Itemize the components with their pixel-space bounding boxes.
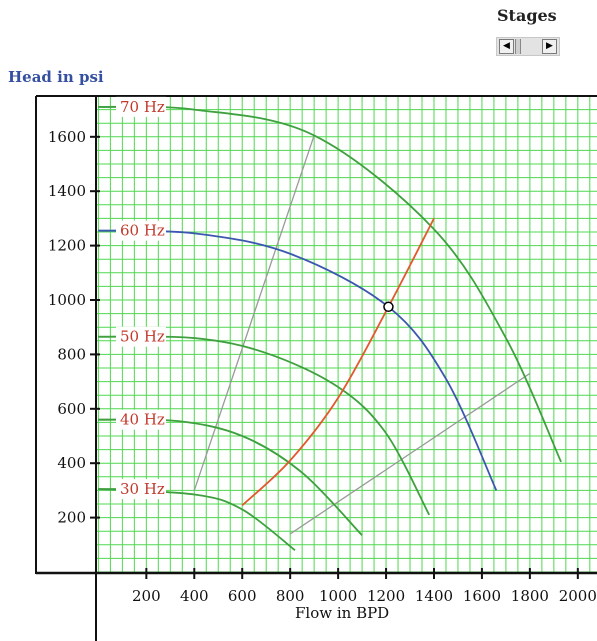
- x-tick-label: 200: [132, 587, 161, 605]
- operating-point-marker: [383, 301, 394, 313]
- x-tick-label: 800: [276, 587, 305, 605]
- x-tick-label: 1000: [319, 587, 357, 605]
- grid-lines: [96, 95, 597, 573]
- x-tick-label: 1200: [367, 587, 405, 605]
- x-tick-label: 600: [228, 587, 257, 605]
- stages-label: Stages: [497, 6, 557, 25]
- stages-decrement-button[interactable]: ◀: [499, 39, 514, 54]
- curve-label-background: [116, 409, 166, 430]
- curve-label-background: [116, 326, 166, 347]
- y-tick-label: 1600: [48, 128, 86, 146]
- x-tick-label: 1800: [511, 587, 549, 605]
- system-curve: [241, 217, 435, 507]
- x-tick-label: 1400: [415, 587, 453, 605]
- curve-label-30-hz: 30 Hz: [120, 480, 165, 498]
- stages-stepper[interactable]: ◀ ▶: [496, 37, 560, 56]
- curve-label-background: [116, 220, 166, 241]
- x-tick-label: 400: [180, 587, 209, 605]
- curve-label-40-hz: 40 Hz: [120, 411, 165, 429]
- y-tick-label: 400: [57, 454, 86, 472]
- y-tick-label: 1200: [48, 237, 86, 255]
- y-tick-label: 800: [57, 345, 86, 363]
- y-tick-label: 600: [57, 400, 86, 418]
- y-tick-label: 200: [57, 509, 86, 527]
- operating-range-limit-line: [289, 372, 531, 535]
- stages-increment-button[interactable]: ▶: [542, 39, 557, 54]
- curve-label-60-hz: 60 Hz: [120, 222, 165, 240]
- operating-range-limit-line: [193, 135, 315, 491]
- x-axis-label: Flow in BPD: [295, 604, 390, 622]
- curve-label-50-hz: 50 Hz: [120, 328, 165, 346]
- y-axis-label: Head in psi: [8, 68, 104, 86]
- y-tick-label: 1000: [48, 291, 86, 309]
- curve-label-70-hz: 70 Hz: [120, 98, 165, 116]
- x-tick-label: 2000: [559, 587, 597, 605]
- curve-label-background: [116, 96, 166, 117]
- pump-curve-50-hz: [98, 335, 430, 516]
- pump-curve-70-hz: [98, 105, 562, 463]
- curve-label-background: [116, 479, 166, 500]
- stages-stepper-thumb[interactable]: [515, 39, 521, 54]
- y-tick-label: 1400: [48, 182, 86, 200]
- x-tick-label: 1600: [463, 587, 501, 605]
- pump-curve-60-hz: [98, 229, 498, 491]
